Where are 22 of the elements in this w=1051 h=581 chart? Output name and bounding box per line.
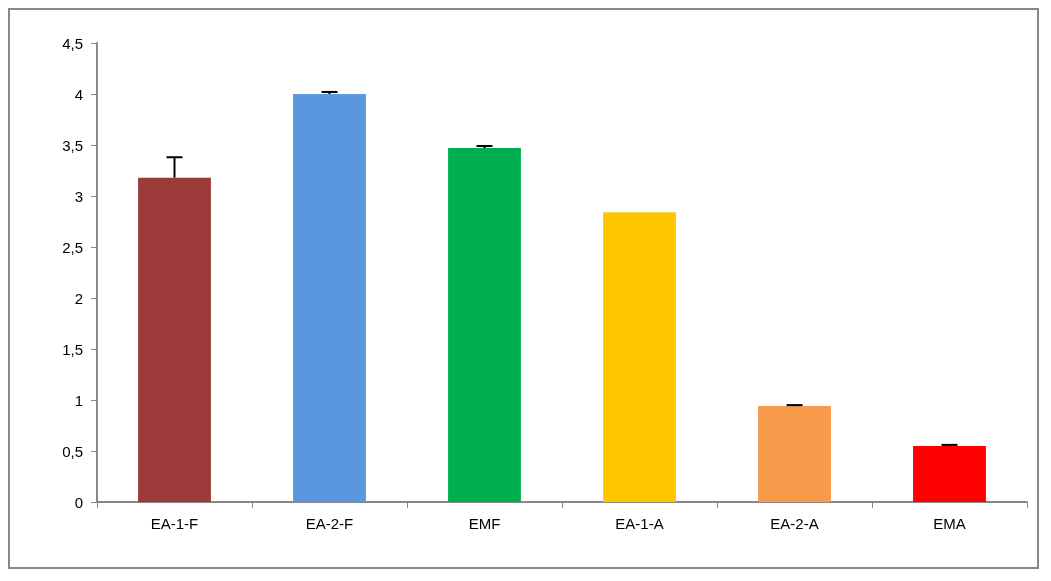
bar bbox=[603, 212, 676, 502]
y-tick-label: 1,5 bbox=[62, 340, 83, 358]
bar bbox=[758, 406, 831, 502]
x-tick-label: EA-2-A bbox=[770, 515, 819, 532]
y-tick-label: 4 bbox=[74, 85, 83, 103]
y-tick-label: 4,5 bbox=[62, 34, 83, 52]
x-tick-label: EA-2-F bbox=[305, 515, 354, 532]
bar bbox=[913, 445, 986, 502]
x-tick-label: EMF bbox=[468, 515, 501, 532]
bar bbox=[448, 148, 521, 502]
y-tick-label: 0,5 bbox=[62, 442, 83, 460]
y-tick-label: 3,5 bbox=[62, 136, 83, 154]
y-tick-label: 3 bbox=[74, 187, 83, 205]
y-tick-label: 0 bbox=[74, 493, 83, 511]
y-tick-label: 1 bbox=[74, 391, 83, 409]
x-tick-label: EMA bbox=[933, 515, 966, 532]
bar bbox=[293, 94, 366, 502]
x-tick-label: EA-1-F bbox=[150, 515, 199, 532]
bar bbox=[138, 177, 211, 502]
y-tick-label: 2 bbox=[74, 289, 83, 307]
x-tick-label: EA-1-A bbox=[615, 515, 664, 532]
y-tick-label: 2,5 bbox=[62, 238, 83, 256]
